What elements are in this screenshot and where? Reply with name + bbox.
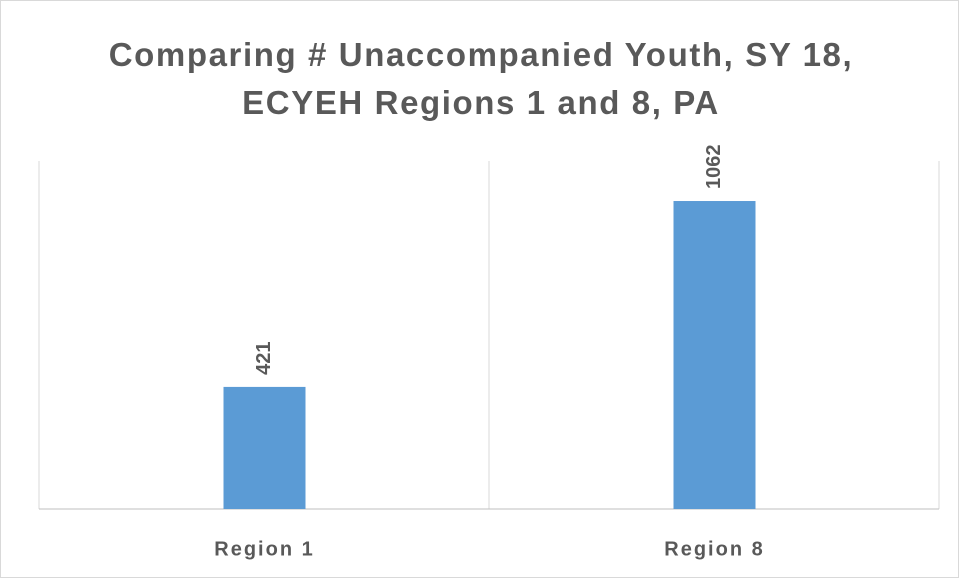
data-label: 1062 xyxy=(703,145,725,190)
bar xyxy=(673,201,756,509)
x-tick-label: Region 8 xyxy=(664,538,764,560)
chart-title: Comparing # Unaccompanied Youth, SY 18, … xyxy=(108,36,854,121)
x-tick-label: Region 1 xyxy=(214,538,314,560)
bar xyxy=(223,386,306,509)
data-label: 421 xyxy=(253,342,275,375)
